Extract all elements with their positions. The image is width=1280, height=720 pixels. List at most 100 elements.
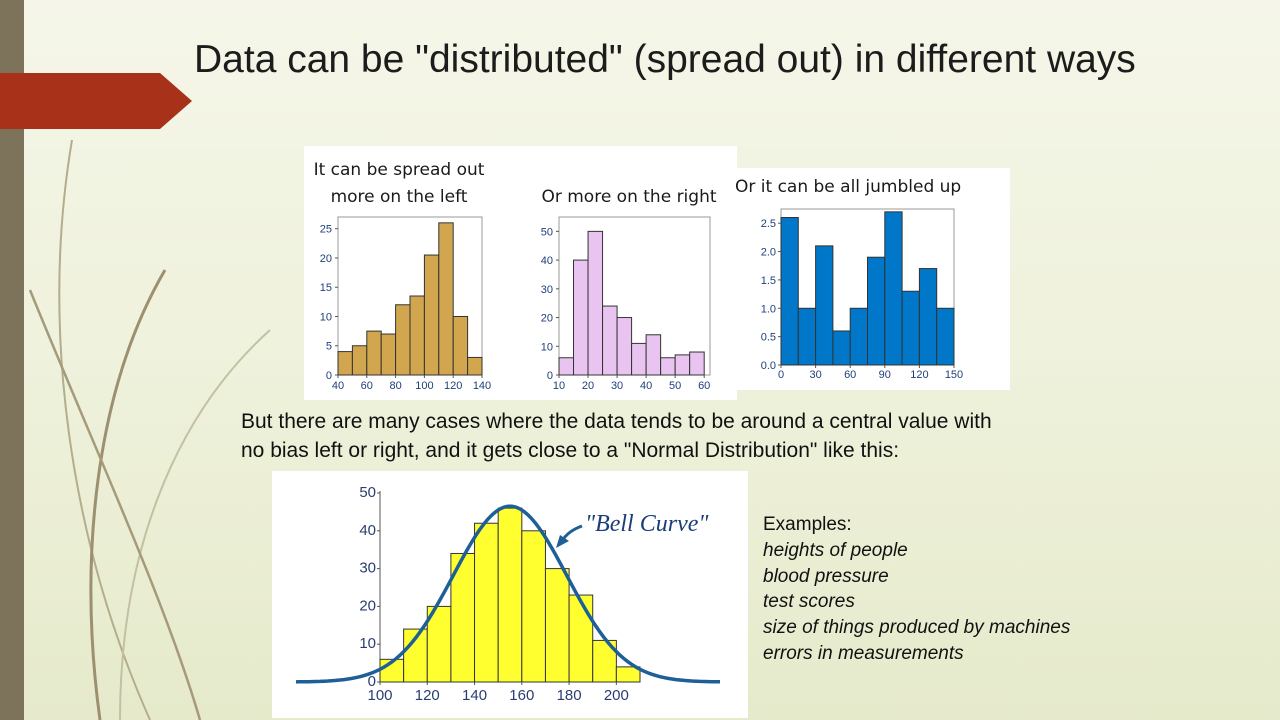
x-tick-label: 140	[473, 380, 491, 392]
bar	[438, 222, 454, 376]
bar	[631, 342, 647, 376]
y-tick-label: 25	[320, 224, 332, 236]
y-tick-label: 50	[541, 226, 553, 238]
x-tick-label: 30	[809, 369, 821, 381]
example-item: errors in measurements	[763, 642, 964, 664]
y-tick-label: 5	[326, 341, 332, 353]
x-tick-label: 200	[604, 687, 629, 704]
bar	[832, 330, 851, 366]
y-tick-label: 2.0	[761, 247, 776, 259]
example-item: heights of people	[763, 539, 908, 561]
x-tick-label: 120	[444, 380, 462, 392]
title-arrow-tab	[0, 73, 192, 129]
x-tick-label: 60	[698, 380, 710, 392]
bell-curve-panel: 100 120 140 160 180 200 0 10 20 30 40 50 "Bell Curve…	[272, 471, 748, 718]
y-tick-label: 0	[547, 370, 553, 382]
x-tick-label: 20	[582, 380, 594, 392]
x-tick-label: 160	[509, 687, 534, 704]
slide-title: Data can be "distributed" (spread out) i…	[194, 38, 1136, 81]
body-text-line-1: But there are many cases where the data …	[241, 410, 992, 433]
y-tick-label: 2.5	[761, 218, 776, 230]
bar	[815, 245, 834, 366]
y-tick-label: 1.0	[761, 303, 776, 315]
bar	[474, 522, 499, 683]
y-tick-label: 30	[359, 560, 376, 577]
left-skew-histogram: It can be spread out more on the left 40 60…	[314, 160, 492, 392]
x-tick-label: 40	[332, 380, 344, 392]
example-item: test scores	[763, 591, 855, 613]
bar	[452, 315, 469, 376]
bar	[660, 357, 676, 376]
bar	[901, 290, 920, 366]
y-tick-label: 10	[320, 311, 332, 323]
decorative-lines	[28, 139, 271, 720]
y-tick-label: 0.0	[761, 360, 776, 372]
x-tick-label: 150	[945, 369, 963, 381]
y-tick-label: 30	[541, 284, 553, 296]
x-tick-label: 10	[553, 380, 565, 392]
x-tick-label: 50	[669, 380, 681, 392]
y-tick-label: 40	[359, 522, 376, 539]
bell-curve-annotation: "Bell Curve"	[585, 511, 709, 537]
jumbled-histogram: Or it can be all jumbled up 0 30 60 90 120 150…	[735, 177, 963, 381]
y-tick-label: 0.5	[761, 332, 776, 344]
y-tick-label: 50	[359, 484, 376, 501]
chart-caption: Or it can be all jumbled up	[735, 177, 961, 197]
bar	[780, 217, 799, 366]
body-text: But there are many cases where the data …	[241, 407, 1141, 465]
chart-caption: more on the left	[331, 187, 468, 207]
examples-list: Examples: heights of people blood pressu…	[763, 512, 1070, 667]
example-item: size of things produced by machines	[763, 617, 1071, 639]
bar	[544, 568, 570, 683]
y-tick-label: 10	[359, 635, 376, 652]
bell-curve-histogram: 100 120 140 160 180 200 0 10 20 30 40 50 "Bell Curve…	[295, 484, 720, 704]
y-tick-label: 1.5	[761, 275, 776, 287]
bar	[645, 334, 662, 376]
bar	[497, 507, 523, 683]
bar	[467, 356, 483, 376]
x-tick-label: 30	[611, 380, 623, 392]
y-tick-label: 0	[368, 673, 376, 690]
x-tick-label: 40	[640, 380, 652, 392]
example-item: blood pressure	[763, 565, 889, 587]
x-tick-label: 60	[844, 369, 856, 381]
y-tick-label: 20	[359, 597, 376, 614]
y-tick-label: 15	[320, 282, 332, 294]
bar	[573, 259, 589, 376]
bar	[602, 305, 618, 376]
jumbled-chart-panel: Or it can be all jumbled up 0 30 60 90 120 150…	[733, 168, 1010, 390]
bar	[918, 268, 938, 366]
bar	[674, 354, 691, 376]
x-tick-label: 80	[389, 380, 401, 392]
x-tick-label: 100	[415, 380, 433, 392]
bar	[689, 351, 705, 376]
bar	[615, 666, 641, 683]
bell-curve-line	[295, 504, 720, 684]
bar	[616, 317, 633, 376]
x-tick-label: 100	[367, 687, 392, 704]
examples-title: Examples:	[763, 514, 852, 535]
y-tick-label: 10	[541, 341, 553, 353]
y-tick-label: 0	[326, 370, 332, 382]
bar	[936, 307, 955, 366]
x-tick-label: 140	[462, 687, 487, 704]
bar	[797, 307, 817, 366]
annotation-arrowhead	[556, 535, 569, 548]
skew-charts-panel: It can be spread out more on the left 40 60…	[304, 146, 737, 400]
x-tick-label: 90	[879, 369, 891, 381]
x-tick-label: 120	[910, 369, 928, 381]
bar	[849, 307, 868, 366]
y-tick-label: 40	[541, 255, 553, 267]
x-tick-label: 120	[415, 687, 440, 704]
chart-caption: It can be spread out	[314, 160, 485, 180]
bar	[521, 530, 546, 683]
bar	[867, 256, 886, 366]
bar	[587, 230, 604, 376]
x-tick-label: 0	[778, 369, 784, 381]
bar	[558, 357, 575, 376]
bar	[884, 211, 903, 366]
x-tick-label: 60	[361, 380, 373, 392]
y-tick-label: 20	[541, 313, 553, 325]
chart-caption: Or more on the right	[541, 187, 716, 207]
